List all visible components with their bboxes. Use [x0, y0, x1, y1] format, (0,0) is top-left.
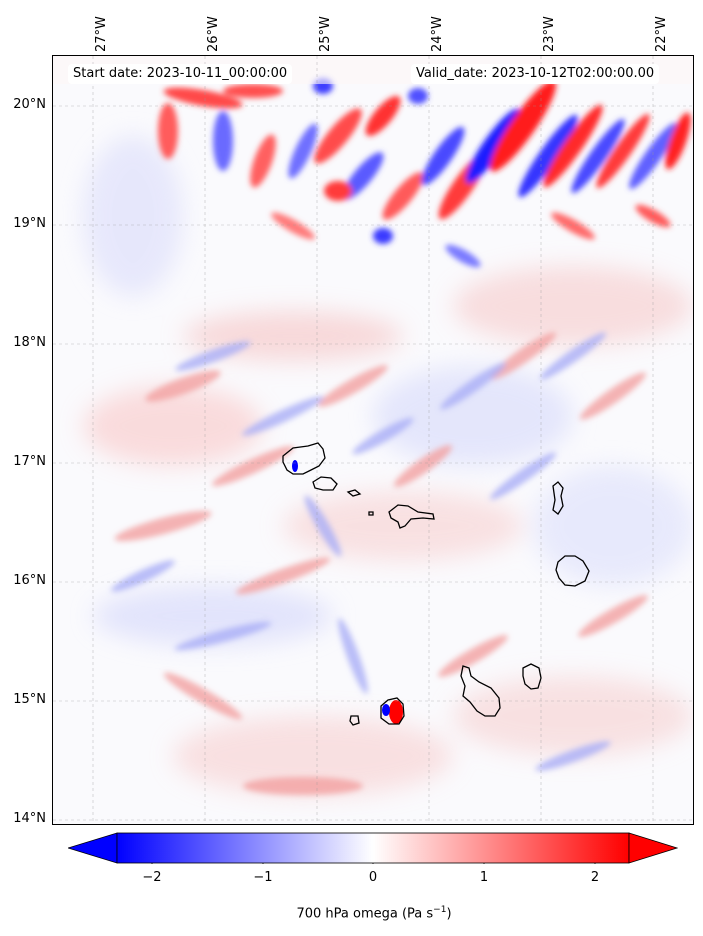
island-fogo — [380, 697, 405, 725]
lon-label-22w: 22°W — [654, 16, 669, 52]
lon-label-26w: 26°W — [206, 16, 221, 52]
lat-label-17n: 17°N — [13, 454, 46, 469]
lat-label-19n: 19°N — [13, 216, 46, 231]
island-santiago — [460, 665, 501, 717]
island-santa-luzia — [346, 489, 362, 497]
island-maio — [522, 663, 542, 690]
colorbar-tick-label: 0 — [368, 870, 378, 885]
island-sal — [552, 481, 564, 515]
lon-label-27w: 27°W — [94, 16, 109, 52]
colorbar-gradient — [116, 832, 630, 864]
colorbar-label-end: ) — [446, 906, 452, 922]
lat-label-20n: 20°N — [13, 97, 46, 112]
colorbar-extend-max — [628, 832, 678, 864]
island-boa-vista — [555, 555, 590, 587]
strong-bands-north — [158, 78, 691, 268]
colorbar-ticks — [151, 863, 596, 864]
island-branco — [368, 511, 374, 516]
colorbar-label-exponent: −1 — [433, 905, 447, 915]
colorbar-tick-label: −1 — [253, 870, 273, 885]
valid-date-label: Valid_date: 2023-10-12T02:00:00.00 — [411, 64, 660, 84]
colorbar-extend-min — [68, 832, 118, 864]
island-sao-vicente — [312, 476, 338, 491]
coastlines — [282, 442, 590, 726]
lat-label-16n: 16°N — [13, 573, 46, 588]
lat-label-15n: 15°N — [13, 692, 46, 707]
wave-features — [111, 332, 648, 795]
colorbar — [68, 832, 678, 864]
lon-label-23w: 23°W — [542, 16, 557, 52]
colorbar-tick-label: −2 — [142, 870, 162, 885]
start-date-label: Start date: 2023-10-11_00:00:00 — [68, 64, 293, 84]
colorbar-tick-label: 1 — [479, 870, 489, 885]
omega-map — [52, 55, 694, 825]
island-santo-antao — [282, 442, 326, 475]
lon-label-25w: 25°W — [318, 16, 333, 52]
island-sao-nicolau — [388, 504, 435, 529]
colorbar-label: 700 hPa omega (Pa s−1) — [296, 905, 451, 921]
colorbar-tick-label: 2 — [590, 870, 600, 885]
gridlines — [53, 56, 693, 824]
island-brava — [349, 715, 360, 726]
lat-label-18n: 18°N — [13, 335, 46, 350]
colorbar-label-main: 700 hPa omega (Pa s — [296, 906, 434, 922]
lat-label-14n: 14°N — [13, 811, 46, 826]
omega-field-plot — [53, 56, 693, 824]
lon-label-24w: 24°W — [430, 16, 445, 52]
